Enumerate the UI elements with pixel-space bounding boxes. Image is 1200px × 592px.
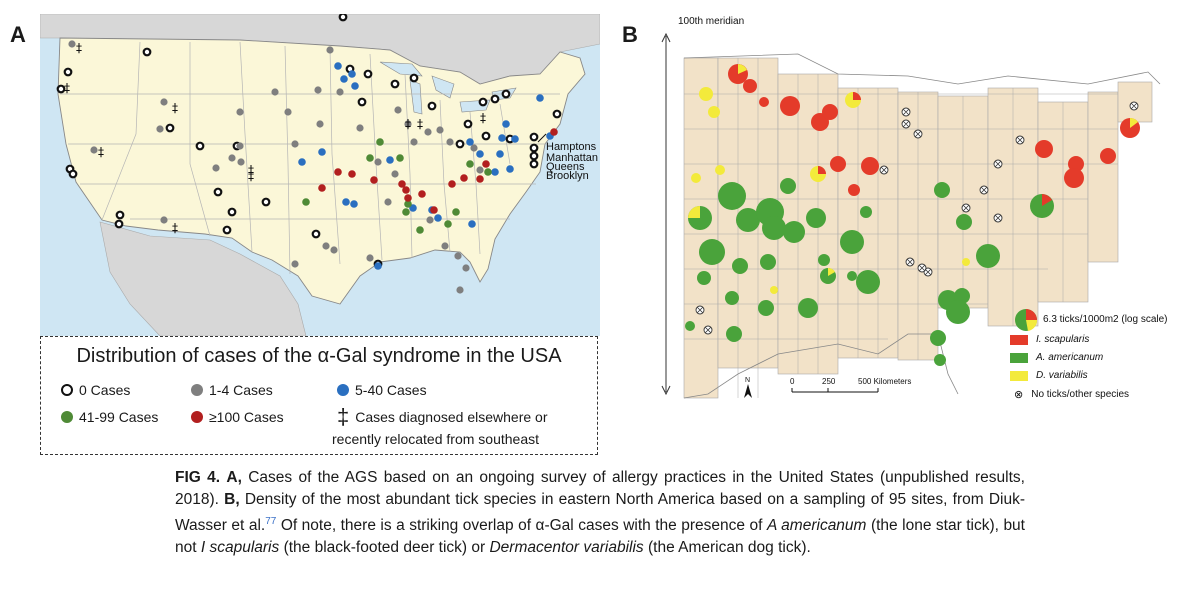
svg-text:‡: ‡ bbox=[248, 169, 254, 183]
zero-case-dots bbox=[56, 14, 562, 269]
panel-a-legend: Distribution of cases of the α-Gal syndr… bbox=[40, 336, 598, 455]
legend-dagger-cont: recently relocated from southeast bbox=[332, 431, 539, 447]
panel-a-letter: A bbox=[10, 22, 26, 47]
svg-text:‡: ‡ bbox=[172, 101, 178, 115]
scale-label-500: 500 Kilometers bbox=[858, 377, 911, 386]
caption-species-2: I scapularis bbox=[200, 539, 280, 557]
species-label-1: I. scapularis bbox=[1036, 334, 1090, 345]
tick-density-map: N 0 250 500 Kilometers 100th meridian 6.… bbox=[648, 14, 1168, 404]
meridian-arrow-top bbox=[661, 32, 671, 43]
caption-text-2: Density of the most abundant tick specie… bbox=[175, 491, 1026, 535]
svg-text:‡: ‡ bbox=[405, 117, 411, 131]
caption-text-5: (the black-footed deer tick) or bbox=[279, 539, 490, 557]
no-tick-crosses bbox=[696, 102, 1138, 334]
legend-dagger: ‡ Cases diagnosed elsewhere or bbox=[337, 404, 548, 429]
green-dot-icon bbox=[61, 411, 73, 423]
green-swatch-icon bbox=[1010, 352, 1028, 363]
svg-text:‡: ‡ bbox=[248, 163, 254, 177]
red-dot-icon bbox=[191, 411, 203, 423]
legend-title: Distribution of cases of the α-Gal syndr… bbox=[76, 345, 562, 367]
legend-blue: 5-40 Cases bbox=[337, 382, 427, 398]
green-dots bbox=[302, 138, 492, 234]
svg-text:‡: ‡ bbox=[172, 221, 178, 235]
scale-bar bbox=[791, 388, 879, 393]
svg-text:‡: ‡ bbox=[417, 117, 423, 131]
caption-fig-label: FIG 4. bbox=[175, 469, 221, 486]
label-brooklyn: Brooklyn bbox=[546, 170, 589, 182]
gray-dot-icon bbox=[191, 384, 203, 396]
mexico-land bbox=[99, 221, 307, 336]
label-hamptons: Hamptons bbox=[546, 141, 597, 153]
us-case-map: ‡‡‡ ‡‡‡ ‡‡ ‡ ‡ Hamptons Manhattan Queens … bbox=[40, 14, 600, 336]
north-label: N bbox=[745, 377, 750, 384]
caption-text-1: Cases of the AGS based on an ongoing sur… bbox=[175, 469, 1025, 508]
label-manhattan: Manhattan bbox=[546, 152, 598, 164]
legend-zero: 0 Cases bbox=[61, 382, 130, 398]
caption-a-label: A, bbox=[226, 469, 242, 486]
legend-zero-label: 0 Cases bbox=[79, 382, 131, 398]
svg-text:‡: ‡ bbox=[480, 111, 486, 125]
legend-i-scapularis: I. scapularis bbox=[1010, 334, 1089, 345]
scale-label-250: 250 bbox=[822, 377, 836, 386]
crossed-circle-icon: ⊗ bbox=[1014, 389, 1024, 401]
legend-blue-label: 5-40 Cases bbox=[355, 382, 427, 398]
meridian-label: 100th meridian bbox=[678, 16, 745, 27]
scale-label-0: 0 bbox=[790, 377, 795, 386]
legend-red-label: ≥100 Cases bbox=[209, 409, 284, 425]
svg-text:‡: ‡ bbox=[98, 145, 104, 159]
red-swatch-icon bbox=[1010, 334, 1028, 345]
yellow-swatch-icon bbox=[1010, 370, 1028, 381]
species-label-3: D. variabilis bbox=[1036, 370, 1088, 381]
caption-species-3: Dermacentor variabilis bbox=[489, 539, 644, 557]
caption-species-1: A americanum bbox=[766, 517, 867, 535]
gray-dots bbox=[68, 40, 484, 294]
nyc-callout-line bbox=[537, 133, 547, 143]
coastline bbox=[683, 53, 1161, 399]
caption-text-3: Of note, there is a striking overlap of … bbox=[276, 517, 767, 535]
legend-d-variabilis: D. variabilis bbox=[1010, 370, 1088, 381]
legend-red: ≥100 Cases bbox=[191, 409, 284, 425]
blue-dot-icon bbox=[337, 384, 349, 396]
svg-text:‡: ‡ bbox=[76, 41, 82, 55]
figure-caption: FIG 4. A, Cases of the AGS based on an o… bbox=[175, 467, 1025, 559]
legend-dagger-line1: Cases diagnosed elsewhere or bbox=[355, 409, 548, 425]
panel-b-letter: B bbox=[622, 22, 638, 47]
species-label-2: A. americanum bbox=[1036, 352, 1104, 363]
caption-text-6: (the American dog tick). bbox=[643, 539, 811, 557]
red-dots bbox=[318, 128, 558, 214]
caption-text-4: (the lone star tick), but not bbox=[175, 517, 1025, 557]
north-arrow-icon bbox=[744, 384, 752, 398]
svg-text:‡: ‡ bbox=[64, 81, 70, 95]
double-dagger-icon: ‡ bbox=[337, 404, 350, 429]
open-circle-icon bbox=[61, 384, 73, 396]
caption-reference-link[interactable]: 77 bbox=[265, 516, 277, 527]
legend-a-americanum: A. americanum bbox=[1010, 352, 1103, 363]
legend-gray-label: 1-4 Cases bbox=[209, 382, 273, 398]
legend-green: 41-99 Cases bbox=[61, 409, 158, 425]
blue-dots bbox=[298, 62, 554, 270]
caption-b-label: B, bbox=[224, 491, 240, 508]
meridian-arrow-bottom bbox=[661, 385, 671, 396]
legend-no-ticks: ⊗ No ticks/other species bbox=[1014, 388, 1129, 401]
legend-green-label: 41-99 Cases bbox=[79, 409, 159, 425]
tick-pies bbox=[685, 64, 1140, 366]
label-queens: Queens bbox=[546, 161, 585, 173]
legend-gray: 1-4 Cases bbox=[191, 382, 273, 398]
size-legend-text: 6.3 ticks/1000m2 (log scale) bbox=[1043, 314, 1168, 325]
legend-dagger-line2: recently relocated from southeast bbox=[332, 431, 539, 447]
no-ticks-label: No ticks/other species bbox=[1031, 389, 1130, 400]
dagger-markers: ‡‡‡ ‡‡‡ ‡‡ ‡ ‡ bbox=[64, 41, 486, 235]
